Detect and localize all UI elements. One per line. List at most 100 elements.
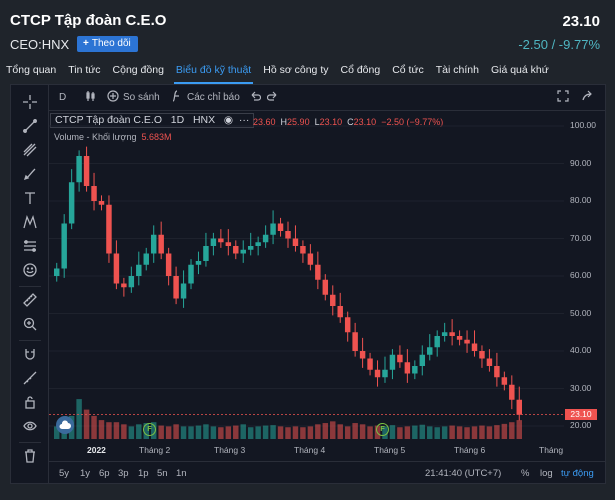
candle-body xyxy=(91,186,97,201)
volume-bar xyxy=(337,424,343,439)
text-icon[interactable] xyxy=(20,189,40,207)
brush-icon[interactable] xyxy=(20,165,40,183)
candle-body xyxy=(404,362,411,374)
compare-button[interactable]: So sánh xyxy=(107,85,160,111)
candle-body xyxy=(76,156,82,183)
x-tick-label: Tháng 3 xyxy=(214,445,246,455)
tab-financials[interactable]: Tài chính xyxy=(435,64,479,76)
candle-body xyxy=(509,384,515,400)
lock-drawing-icon[interactable] xyxy=(20,369,40,387)
percent-toggle[interactable]: % xyxy=(521,468,530,479)
tab-shareholders[interactable]: Cổ đông xyxy=(340,64,381,76)
visibility-eye-icon[interactable]: ◉ xyxy=(223,114,234,126)
volume-bar xyxy=(412,425,418,439)
time-axis[interactable]: 2022 Tháng 2 Tháng 3 Tháng 4 Tháng 5 Tháng 6 T… xyxy=(49,441,564,457)
tradingview-logo[interactable] xyxy=(56,416,74,434)
tab-historical-prices[interactable]: Giá quá khứ xyxy=(490,64,549,76)
candle-body xyxy=(203,246,209,261)
volume-bar xyxy=(449,425,455,439)
candle-body xyxy=(456,336,463,340)
trash-icon[interactable] xyxy=(20,447,40,465)
tab-community[interactable]: Cộng đồng xyxy=(112,64,164,76)
ruler-icon[interactable] xyxy=(20,291,40,309)
zoom-in-icon[interactable] xyxy=(20,315,40,333)
last-price: 23.10 xyxy=(562,13,600,30)
crosshair-icon[interactable] xyxy=(20,93,40,111)
indicators-button[interactable]: Các chỉ báo xyxy=(171,85,240,111)
chart-toolbar: D So sánh Các chỉ báo xyxy=(49,85,605,111)
lock-icon[interactable] xyxy=(20,393,40,411)
volume-bar xyxy=(307,426,314,439)
emoji-icon[interactable] xyxy=(20,261,40,279)
eye-icon[interactable] xyxy=(20,417,40,435)
range-5y[interactable]: 5y xyxy=(59,468,70,479)
log-toggle[interactable]: log xyxy=(540,468,553,479)
volume-bar xyxy=(240,424,246,439)
auto-toggle[interactable]: tự động xyxy=(561,468,594,479)
volume-bar xyxy=(128,426,135,439)
volume-bar xyxy=(285,427,291,439)
cloud-icon xyxy=(59,420,71,429)
candle-body xyxy=(277,223,284,231)
range-5d[interactable]: 5n xyxy=(157,468,168,479)
y-tick-label: 80.00 xyxy=(570,195,592,205)
tab-technical-chart[interactable]: Biểu đồ kỹ thuật xyxy=(170,62,257,84)
candlestick-chart[interactable] xyxy=(49,111,564,441)
volume-bar xyxy=(106,422,112,439)
volume-bar xyxy=(113,422,120,439)
dividend-marker[interactable]: F xyxy=(143,423,156,436)
symbol-legend[interactable]: CTCP Tập đoàn C.E.O 1D HNX ◉ ··· xyxy=(50,113,255,128)
volume-bar xyxy=(516,420,522,439)
volume-bar xyxy=(255,426,261,439)
follow-button[interactable]: + Theo dõi xyxy=(77,36,138,52)
redo-icon[interactable] xyxy=(266,85,283,111)
x-tick-label: Tháng 6 xyxy=(454,445,486,455)
chart-type-icon[interactable] xyxy=(85,85,101,111)
candle-body xyxy=(479,351,485,359)
candle-body xyxy=(188,264,194,284)
interval-selector[interactable]: D xyxy=(59,92,67,103)
measure-icon[interactable] xyxy=(20,237,40,255)
chart-frame: D So sánh Các chỉ báo xyxy=(10,84,606,484)
more-options-icon[interactable]: ··· xyxy=(238,114,250,126)
volume-bar xyxy=(389,425,396,439)
tab-dividends[interactable]: Cổ tức xyxy=(392,64,424,76)
volume-bar xyxy=(419,424,426,439)
volume-bar xyxy=(188,426,194,439)
company-name: CTCP Tập đoàn C.E.O xyxy=(10,12,167,29)
volume-legend: Volume - Khối lượng 5.683M xyxy=(54,132,172,142)
ticker-symbol: CEO:HNX xyxy=(10,37,70,52)
range-1y[interactable]: 1y xyxy=(80,468,91,479)
candle-body xyxy=(516,399,522,415)
candle-body xyxy=(382,369,388,378)
dividend-marker[interactable]: F xyxy=(376,423,389,436)
range-3m[interactable]: 3p xyxy=(118,468,129,479)
indicators-label: Các chỉ báo xyxy=(187,92,240,103)
range-1m[interactable]: 1p xyxy=(138,468,149,479)
candle-body xyxy=(322,279,329,295)
volume-bar xyxy=(195,425,202,439)
fib-icon[interactable] xyxy=(20,141,40,159)
trendline-icon[interactable] xyxy=(20,117,40,135)
low-label: L xyxy=(314,117,320,127)
candle-body xyxy=(307,253,314,265)
range-1d[interactable]: 1n xyxy=(176,468,187,479)
candle-body xyxy=(113,253,120,284)
price-axis[interactable]: 100.00 90.00 80.00 70.00 60.00 50.00 40.00 30.0… xyxy=(564,111,606,441)
candle-body xyxy=(292,238,299,246)
candle-body xyxy=(128,276,135,288)
share-icon[interactable] xyxy=(581,85,597,111)
candle-body xyxy=(143,253,149,265)
low-value: 23.10 xyxy=(319,117,343,127)
tab-overview[interactable]: Tổng quan xyxy=(6,64,57,76)
undo-icon[interactable] xyxy=(249,85,265,111)
fullscreen-icon[interactable] xyxy=(557,85,573,111)
magnet-icon[interactable] xyxy=(20,345,40,363)
tab-company-profile[interactable]: Hồ sơ công ty xyxy=(263,64,329,76)
pattern-icon[interactable] xyxy=(20,213,40,231)
range-6m[interactable]: 6p xyxy=(99,468,110,479)
y-tick-label: 30.00 xyxy=(570,382,592,393)
tab-news[interactable]: Tin tức xyxy=(68,64,101,76)
volume-bar xyxy=(434,427,440,439)
candle-body xyxy=(225,242,232,246)
